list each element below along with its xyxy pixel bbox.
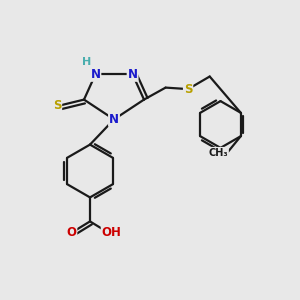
Text: H: H <box>82 57 91 67</box>
Text: N: N <box>128 68 138 81</box>
Text: CH₃: CH₃ <box>208 148 228 158</box>
Text: N: N <box>109 113 119 126</box>
Text: S: S <box>53 99 61 112</box>
Text: O: O <box>66 226 76 239</box>
Text: OH: OH <box>102 226 122 239</box>
Text: N: N <box>90 68 100 81</box>
Text: S: S <box>184 82 192 96</box>
